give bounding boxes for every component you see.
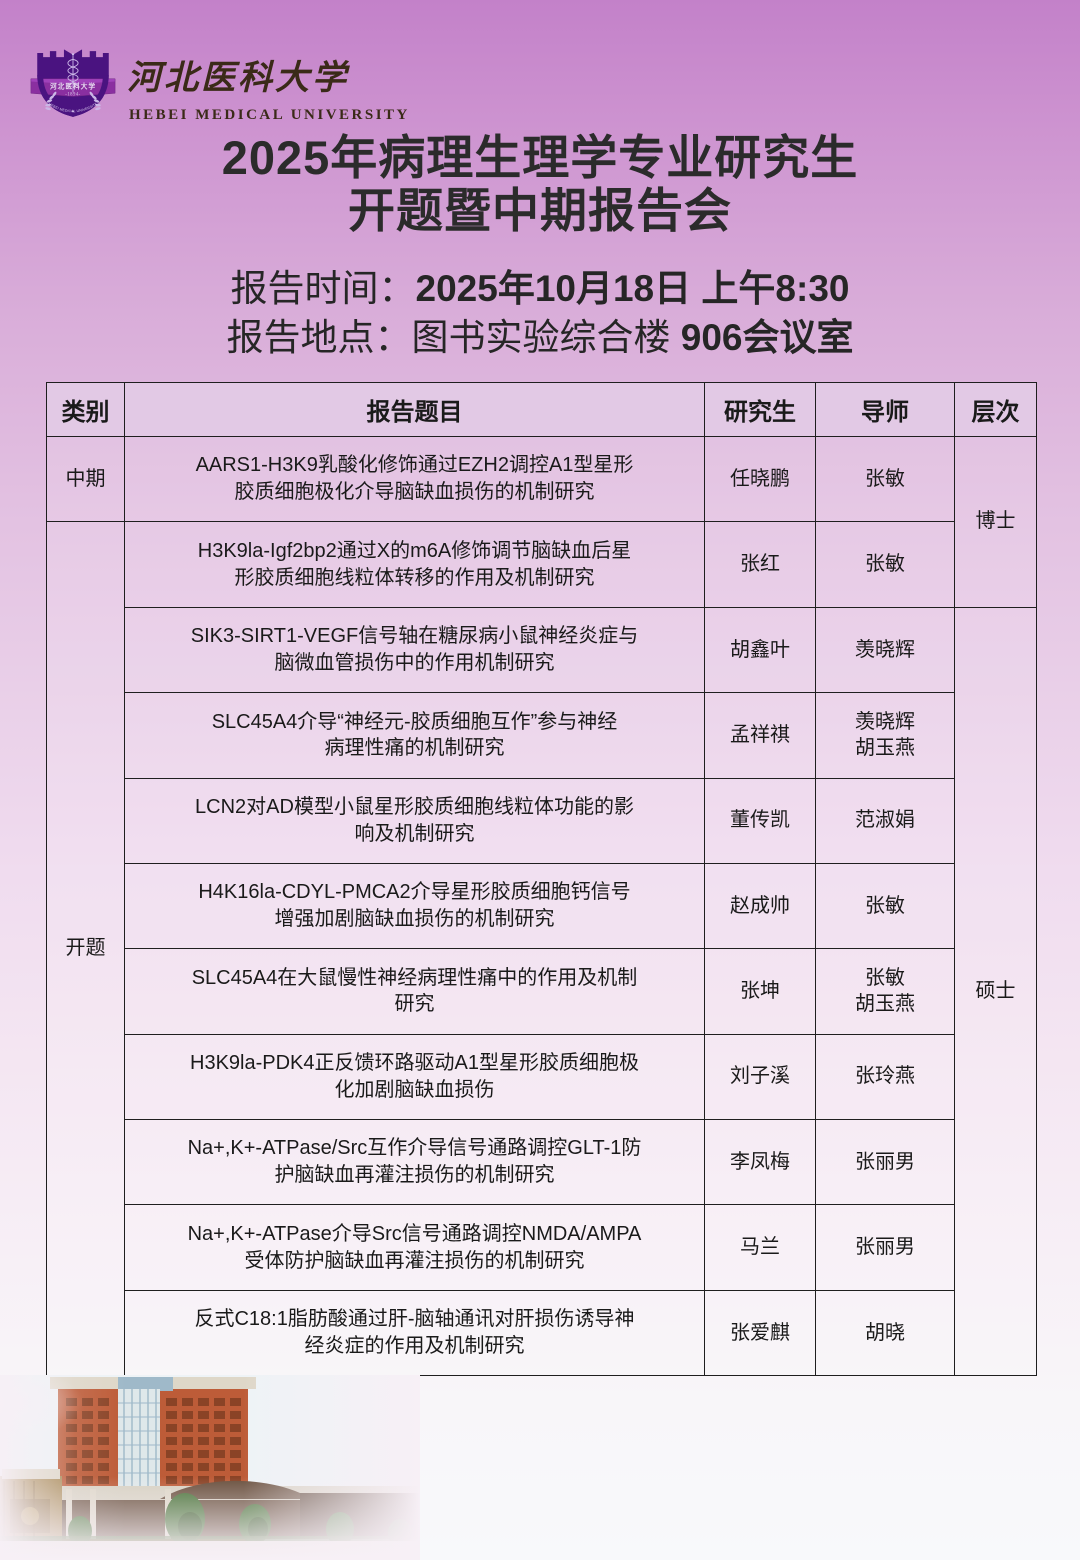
svg-text:-1894-: -1894- (65, 93, 80, 98)
